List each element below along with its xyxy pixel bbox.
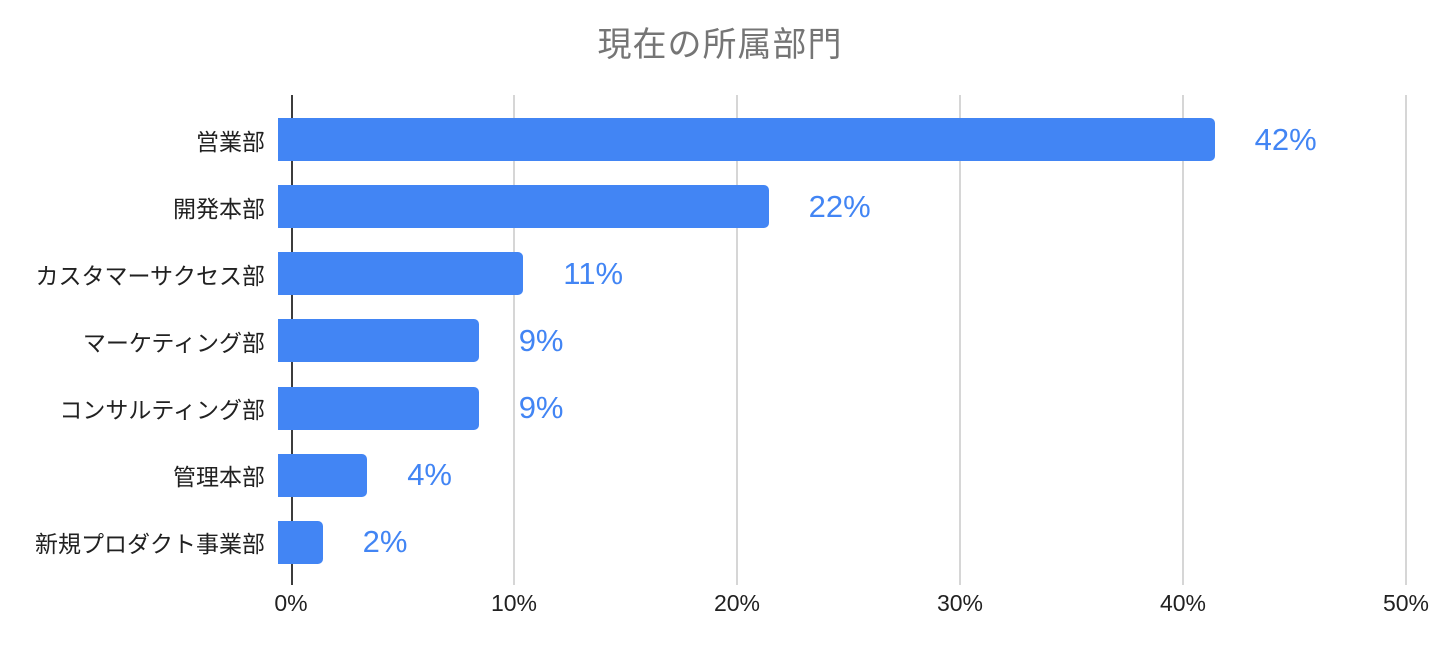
- category-label: カスタマーサクセス部: [35, 262, 265, 289]
- bar: [278, 319, 479, 363]
- gridline: [736, 95, 738, 585]
- bar-area: 11%: [278, 240, 1393, 307]
- category-label: マーケティング部: [82, 329, 265, 356]
- bar-area: 42%: [278, 106, 1393, 173]
- gridline: [513, 95, 515, 585]
- chart-row: コンサルティング部 9%: [0, 375, 1440, 442]
- category-label: 開発本部: [173, 195, 265, 222]
- chart-title: 現在の所属部門: [597, 26, 843, 64]
- bar-value-label: 22%: [808, 188, 871, 224]
- chart-row: 営業部 42%: [0, 106, 1440, 173]
- x-axis-tick-label: 40%: [1159, 590, 1207, 616]
- bar: [278, 386, 479, 430]
- bar-rows: 営業部 42% 開発本部 22% カスタマーサクセス部 11% マーケティング部…: [0, 106, 1440, 576]
- category-label: コンサルティング部: [59, 397, 265, 424]
- chart-row: カスタマーサクセス部 11%: [0, 240, 1440, 307]
- bar: [278, 520, 323, 564]
- chart-row: 開発本部 22%: [0, 173, 1440, 240]
- gridline: [1182, 95, 1184, 585]
- x-axis-tick-label: 30%: [936, 590, 984, 616]
- bar: [278, 185, 769, 229]
- bar: [278, 453, 368, 497]
- category-label: 管理本部: [173, 464, 265, 491]
- bar: [278, 252, 524, 296]
- bar-value-label: 9%: [518, 390, 564, 426]
- bar-value-label: 42%: [1254, 121, 1317, 157]
- x-axis-tick-label: 0%: [274, 590, 308, 616]
- bar-value-label: 4%: [407, 457, 452, 493]
- bar-area: 2%: [278, 509, 1393, 576]
- bar-value-label: 9%: [518, 322, 564, 358]
- bar-value-label: 2%: [362, 524, 408, 560]
- gridline: [1405, 95, 1407, 585]
- bar-area: 9%: [278, 307, 1393, 374]
- bar-area: 4%: [278, 442, 1393, 509]
- category-label: 新規プロダクト事業部: [35, 531, 265, 558]
- x-axis-tick-label: 50%: [1382, 590, 1430, 616]
- x-axis: 0% 10% 20% 30% 40% 50%: [274, 590, 1429, 620]
- bar-area: 9%: [278, 375, 1393, 442]
- chart-row: 管理本部 4%: [0, 442, 1440, 509]
- chart-row: マーケティング部 9%: [0, 307, 1440, 374]
- x-axis-tick-label: 20%: [713, 590, 761, 616]
- gridline: [959, 95, 961, 585]
- bar-area: 22%: [278, 173, 1393, 240]
- chart-row: 新規プロダクト事業部 2%: [0, 509, 1440, 576]
- category-label: 営業部: [196, 128, 265, 155]
- x-axis-tick-label: 10%: [490, 590, 538, 616]
- bar: [278, 118, 1215, 162]
- bar-value-label: 11%: [563, 255, 624, 291]
